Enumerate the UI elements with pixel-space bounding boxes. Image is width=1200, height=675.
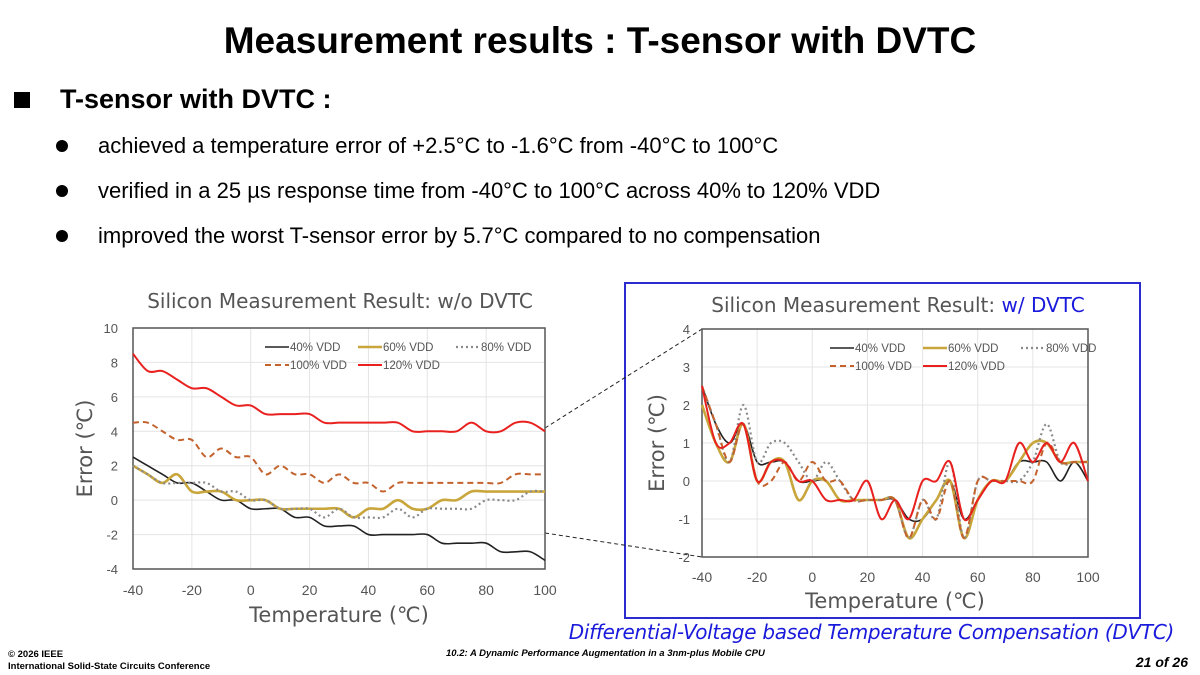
x-axis-label: Temperature (℃) <box>248 603 429 627</box>
footer-paper-title: 10.2: A Dynamic Performance Augmentation… <box>446 648 765 659</box>
dvtc-caption: Differential-Voltage based Temperature C… <box>568 620 1175 644</box>
legend-label: 120% VDD <box>948 361 1005 373</box>
y-tick-label: -4 <box>106 562 118 577</box>
y-tick-label: 4 <box>111 424 118 439</box>
x-tick-label: 60 <box>419 582 435 598</box>
bullet-dot-icon <box>56 185 68 197</box>
legend-label: 40% VDD <box>855 343 906 355</box>
bullet-item: verified in a 25 µs response time from -… <box>56 178 880 204</box>
bullet-text: verified in a 25 µs response time from -… <box>98 178 881 203</box>
series-line-40-vdd <box>132 456 546 562</box>
y-axis-label: Error (℃) <box>645 394 669 492</box>
y-tick-label: -1 <box>678 512 690 527</box>
x-tick-label: 20 <box>302 582 318 598</box>
series-line-100-vdd <box>701 385 1088 540</box>
zoom-connector-top <box>544 328 703 429</box>
series-line-60-vdd <box>700 404 1088 540</box>
x-tick-label: -20 <box>747 569 767 585</box>
x-tick-label: 0 <box>808 569 816 585</box>
bullet-text: achieved a temperature error of +2.5°C t… <box>98 133 779 158</box>
y-tick-label: 10 <box>104 321 118 336</box>
y-tick-label: 6 <box>111 390 118 405</box>
x-tick-label: 0 <box>247 582 255 598</box>
zoom-connector-bottom <box>544 532 703 558</box>
x-tick-label: -40 <box>692 569 712 585</box>
chart-title: Silicon Measurement Result: w/o DVTC <box>147 289 533 313</box>
series-line-60-vdd <box>132 464 545 519</box>
legend-label: 100% VDD <box>855 361 912 373</box>
series-line-120-vdd <box>701 385 1089 522</box>
bullet-item: achieved a temperature error of +2.5°C t… <box>56 133 778 159</box>
chart-title: Silicon Measurement Result: w/ DVTC <box>711 293 1084 317</box>
legend-label: 80% VDD <box>1046 343 1097 355</box>
x-tick-label: 80 <box>478 582 494 598</box>
y-tick-label: 1 <box>683 436 690 451</box>
y-tick-label: -2 <box>678 550 690 565</box>
x-tick-label: -40 <box>123 582 143 598</box>
bullet-item: improved the worst T-sensor error by 5.7… <box>56 223 821 249</box>
footer-copyright: © 2026 IEEE <box>8 649 64 660</box>
legend-label: 40% VDD <box>290 342 341 354</box>
x-tick-label: 40 <box>915 569 931 585</box>
y-tick-label: -2 <box>106 528 118 543</box>
bullet-dot-icon <box>56 230 68 242</box>
dvtc-chart-frame <box>624 282 1141 619</box>
square-bullet-icon <box>14 91 30 108</box>
legend-label: 80% VDD <box>481 342 532 354</box>
series-line-100-vdd <box>132 421 545 493</box>
section-heading-text: T-sensor with DVTC : <box>60 84 332 114</box>
chart-title-highlight: w/ DVTC <box>1001 293 1084 317</box>
chart-title-text: Silicon Measurement Result: w/o DVTC <box>147 289 533 313</box>
section-heading: T-sensor with DVTC : <box>14 84 332 115</box>
y-tick-label: 8 <box>111 355 118 370</box>
x-tick-label: 60 <box>970 569 986 585</box>
legend-label: 100% VDD <box>290 360 347 372</box>
legend-label: 60% VDD <box>383 342 434 354</box>
x-tick-label: -20 <box>182 582 202 598</box>
chart-with-dvtc: -2 -1 0 1 2 3 4 -40 -20 0 20 40 60 80 100 Silicon Measu… <box>645 293 1100 613</box>
footer-conference: International Solid-State Circuits Confe… <box>8 661 211 672</box>
bullet-text: improved the worst T-sensor error by 5.7… <box>98 223 821 248</box>
legend-label: 120% VDD <box>383 360 440 372</box>
x-tick-label: 40 <box>361 582 377 598</box>
y-tick-label: 0 <box>111 493 118 508</box>
y-tick-label: 3 <box>683 360 690 375</box>
x-tick-label: 20 <box>860 569 876 585</box>
y-tick-label: 2 <box>683 398 690 413</box>
x-tick-label: 100 <box>1076 569 1100 585</box>
slide-title: Measurement results : T-sensor with DVTC <box>223 20 977 61</box>
y-tick-label: 0 <box>683 474 690 489</box>
series-line-80-vdd <box>700 385 1088 540</box>
chart-title-text: Silicon Measurement Result: <box>711 293 1001 317</box>
y-axis-label: Error (℃) <box>73 400 97 498</box>
series-line-80-vdd <box>132 464 546 520</box>
plot-area-border <box>132 327 546 570</box>
y-tick-label: 2 <box>111 459 118 474</box>
bullet-dot-icon <box>56 140 68 152</box>
x-axis-label: Temperature (℃) <box>804 589 985 613</box>
y-tick-label: 4 <box>683 322 690 337</box>
x-tick-label: 80 <box>1025 569 1041 585</box>
page-number: 21 of 26 <box>1135 654 1188 670</box>
plot-area-border <box>701 328 1089 558</box>
legend-label: 60% VDD <box>948 343 999 355</box>
series-line-120-vdd <box>132 353 546 434</box>
x-tick-label: 100 <box>533 582 557 598</box>
